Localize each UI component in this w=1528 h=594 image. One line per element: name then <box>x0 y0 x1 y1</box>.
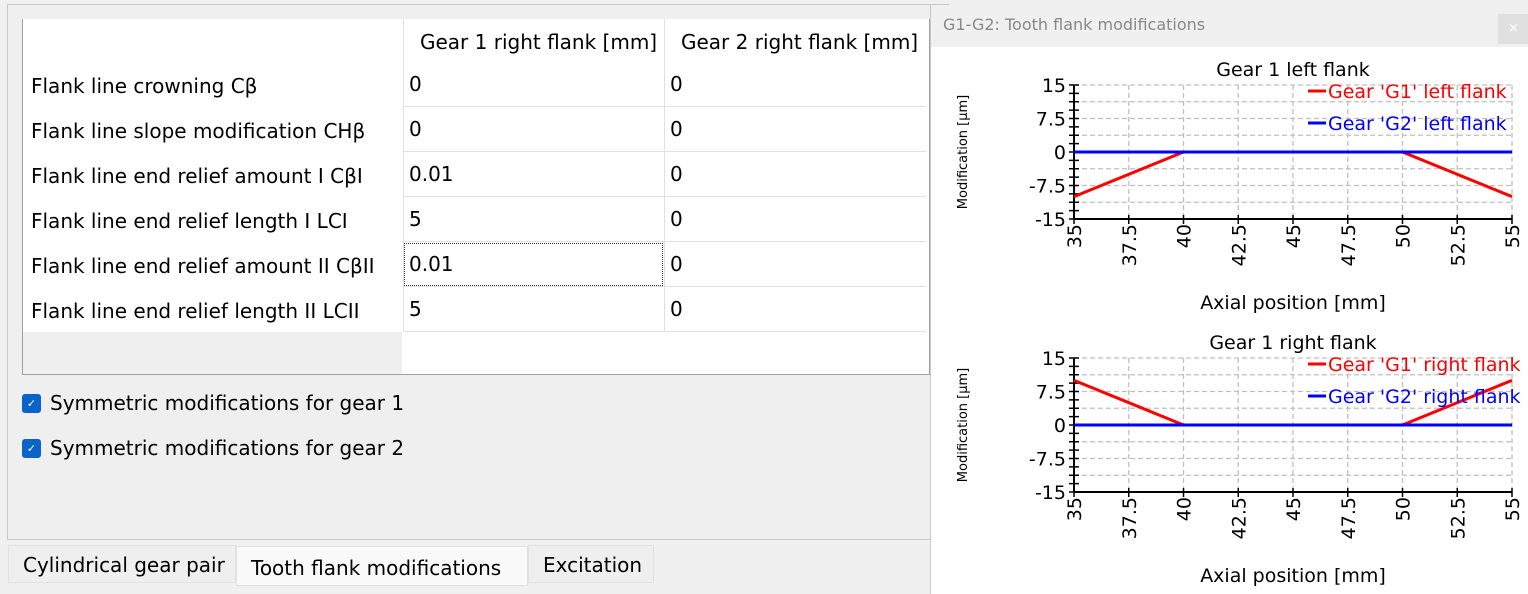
dialog-titlebar[interactable]: G1-G2: Tooth flank modifications × <box>931 5 1528 47</box>
x-tick-label: 40 <box>1174 224 1196 248</box>
close-button[interactable]: × <box>1498 14 1528 44</box>
modifications-table: Gear 1 right flank [mm] Gear 2 right fla… <box>22 19 930 375</box>
x-tick-label: 55 <box>1502 497 1524 521</box>
x-tick-label: 45 <box>1283 497 1305 521</box>
gear1-value-cell[interactable]: 0.01 <box>403 242 664 287</box>
gear1-value-cell[interactable]: 5 <box>403 197 664 242</box>
chart-title: Gear 1 left flank <box>1216 59 1370 81</box>
column-header-gear1[interactable]: Gear 1 right flank [mm] <box>403 19 664 62</box>
gear1-value-cell[interactable]: 0 <box>403 62 664 107</box>
x-tick-label: 35 <box>1064 224 1086 248</box>
legend-label: Gear 'G1' right flank <box>1328 354 1521 376</box>
dialog-title: G1-G2: Tooth flank modifications <box>943 15 1206 34</box>
x-tick-label: 42.5 <box>1228 497 1250 539</box>
tooth-flank-modifications-dialog: G1-G2: Tooth flank modifications × Gear … <box>930 5 1528 594</box>
symmetric-gear1-label[interactable]: Symmetric modifications for gear 1 <box>50 391 405 415</box>
gear2-value-cell[interactable]: 0 <box>664 287 926 332</box>
y-tick-label: -15 <box>1035 209 1066 231</box>
y-tick-label: 15 <box>1042 75 1066 97</box>
x-tick-label: 50 <box>1393 224 1415 248</box>
y-axis-label: Modification [µm] <box>956 95 971 209</box>
y-tick-label: 0 <box>1054 415 1066 437</box>
y-tick-label: -7.5 <box>1029 449 1066 471</box>
checkmark-icon: ✓ <box>26 442 37 455</box>
row-header-column <box>23 19 402 374</box>
gear2-value-cell[interactable]: 0 <box>664 107 926 152</box>
row-label: Flank line slope modification CHβ <box>31 119 366 143</box>
x-tick-label: 52.5 <box>1447 497 1469 539</box>
x-tick-label: 47.5 <box>1338 224 1360 266</box>
y-tick-label: -15 <box>1035 482 1066 504</box>
row-label: Flank line end relief amount I CβI <box>31 164 363 188</box>
x-tick-label: 37.5 <box>1119 224 1141 266</box>
gear2-value-cell[interactable]: 0 <box>664 62 926 107</box>
x-tick-label: 52.5 <box>1447 224 1469 266</box>
gear1-value-cell[interactable]: 0.01 <box>403 152 664 197</box>
x-axis-label: Axial position [mm] <box>1200 292 1386 314</box>
symmetric-gear1-checkbox[interactable]: ✓ <box>22 394 41 413</box>
y-tick-label: 15 <box>1042 348 1066 370</box>
symmetric-gear2-label[interactable]: Symmetric modifications for gear 2 <box>50 436 405 460</box>
tab-excitation[interactable]: Excitation <box>528 545 654 583</box>
x-tick-label: 40 <box>1174 497 1196 521</box>
row-label: Flank line end relief amount II CβII <box>31 254 375 278</box>
x-tick-label: 42.5 <box>1228 224 1250 266</box>
y-tick-label: 0 <box>1054 142 1066 164</box>
legend-label: Gear 'G2' left flank <box>1328 113 1507 135</box>
tab-cylindrical-gear-pair[interactable]: Cylindrical gear pair <box>8 545 236 583</box>
y-tick-label: 7.5 <box>1036 382 1066 404</box>
gear2-value-cell[interactable]: 0 <box>664 152 926 197</box>
row-label: Flank line end relief length I LCI <box>31 209 348 233</box>
gear1-value-cell[interactable]: 0 <box>403 107 664 152</box>
x-tick-label: 37.5 <box>1119 497 1141 539</box>
y-tick-label: 7.5 <box>1036 109 1066 131</box>
row-label: Flank line crowning Cβ <box>31 74 258 98</box>
chart-title: Gear 1 right flank <box>1209 332 1376 354</box>
checkmark-icon: ✓ <box>26 397 37 410</box>
tab-tooth-flank-modifications[interactable]: Tooth flank modifications <box>236 546 528 586</box>
gear2-value-cell[interactable]: 0 <box>664 197 926 242</box>
x-tick-label: 45 <box>1283 224 1305 248</box>
legend-label: Gear 'G1' left flank <box>1328 81 1507 103</box>
y-axis-label: Modification [µm] <box>956 368 971 482</box>
x-tick-label: 47.5 <box>1338 497 1360 539</box>
gear2-value-cell[interactable]: 0 <box>664 242 926 287</box>
x-tick-label: 50 <box>1393 497 1415 521</box>
y-tick-label: -7.5 <box>1029 176 1066 198</box>
x-axis-label: Axial position [mm] <box>1200 565 1386 587</box>
column-header-gear2[interactable]: Gear 2 right flank [mm] <box>664 19 926 62</box>
symmetric-gear2-checkbox[interactable]: ✓ <box>22 439 41 458</box>
x-tick-label: 55 <box>1502 224 1524 248</box>
x-tick-label: 35 <box>1064 497 1086 521</box>
gear1-value-cell[interactable]: 5 <box>403 287 664 332</box>
row-header-footer <box>23 332 402 374</box>
row-label: Flank line end relief length II LCII <box>31 299 360 323</box>
legend-label: Gear 'G2' right flank <box>1328 386 1521 408</box>
